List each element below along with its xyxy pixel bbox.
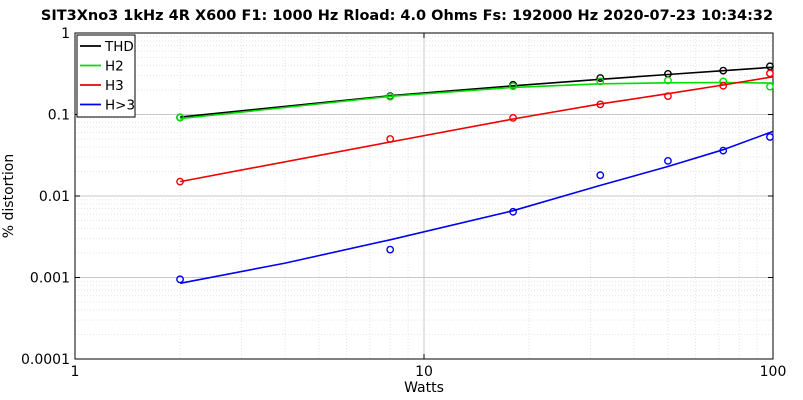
x-tick-label: 1 [71,364,80,380]
data-point-h-3 [664,156,672,165]
grid [75,33,773,359]
data-point-h-3 [596,171,605,180]
data-point-h3 [596,100,605,109]
legend-label: THD [104,39,134,55]
data-point-h3 [664,92,672,101]
series-h3 [176,69,774,186]
y-tick-label: 0.1 [48,108,70,124]
data-point-thd [766,62,774,71]
legend-label: H>3 [105,98,135,114]
data-point-h2 [766,82,774,91]
y-axis-label: % distortion [1,154,17,238]
data-point-h2 [596,77,605,86]
data-point-h-3 [386,245,395,254]
data-point-h3 [766,69,774,78]
y-tick-label: 0.001 [30,271,70,287]
series-line-h-3 [179,130,774,285]
legend-label: H2 [105,59,124,75]
data-point-thd [596,74,605,82]
data-point-h2 [509,82,517,91]
x-tick-label: 10 [415,364,433,380]
chart-title: SIT3Xno3 1kHz 4R X600 F1: 1000 Hz Rload:… [41,8,773,24]
series-layer [176,62,774,285]
data-point-h2 [664,76,672,85]
data-point-h2 [386,92,395,101]
data-point-h3 [176,177,184,186]
data-point-h3 [509,113,517,122]
data-point-h-3 [176,275,184,284]
legend-box [76,34,136,118]
series-line-h2 [180,81,774,120]
axis-ticks: 1 10 100 0.0001 0.001 0.01 0.1 1 [21,26,786,380]
y-tick-label: 0.0001 [21,352,70,368]
x-tick-label: 100 [760,364,787,380]
data-point-h3 [386,135,395,143]
series-h-3 [176,130,774,285]
data-point-h2 [176,113,184,122]
data-point-h-3 [766,133,774,141]
data-point-h-3 [719,146,728,155]
x-axis-label: Watts [404,380,444,396]
data-point-h3 [719,81,728,90]
series-line-h3 [179,76,774,183]
data-point-h-3 [509,207,517,216]
data-point-thd [719,66,728,75]
y-tick-label: 0.01 [39,189,70,205]
legend-label: H3 [105,78,124,94]
y-tick-label: 1 [61,26,70,42]
legend: THD H2 H3 H>3 [76,34,136,118]
